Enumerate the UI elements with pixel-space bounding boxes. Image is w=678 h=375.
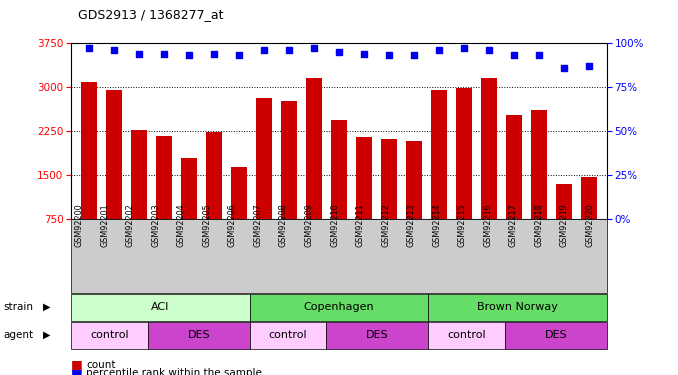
Point (508, 53, 519, 58)
Bar (156, 136, 172, 263)
Text: agent: agent (3, 330, 33, 340)
Text: GSM92209: GSM92209 (304, 203, 313, 247)
Text: GDS2913 / 1368277_at: GDS2913 / 1368277_at (78, 8, 224, 21)
Text: ACI: ACI (151, 302, 170, 312)
Point (384, 53, 395, 58)
Text: GSM92217: GSM92217 (508, 203, 517, 247)
Bar (205, 132, 222, 263)
Bar (481, 78, 497, 263)
Bar (281, 101, 297, 263)
Point (233, 53, 244, 58)
Text: count: count (86, 360, 116, 370)
Text: ■: ■ (71, 367, 83, 375)
Text: DES: DES (366, 330, 388, 340)
Text: ▶: ▶ (43, 302, 50, 312)
Text: GSM92201: GSM92201 (100, 203, 109, 247)
Bar (356, 136, 372, 263)
Point (208, 51, 219, 57)
Point (308, 45, 319, 51)
Bar (131, 130, 147, 263)
Bar (431, 90, 447, 263)
Text: control: control (268, 330, 307, 340)
Text: DES: DES (187, 330, 210, 340)
Bar (556, 183, 572, 263)
Text: control: control (90, 330, 129, 340)
Point (409, 53, 420, 58)
Text: ▶: ▶ (43, 330, 50, 340)
Point (83, 45, 94, 51)
Point (534, 53, 544, 58)
Point (258, 47, 269, 53)
Point (108, 47, 119, 53)
Text: GSM92204: GSM92204 (177, 203, 186, 247)
Point (483, 47, 494, 53)
Text: percentile rank within the sample: percentile rank within the sample (86, 368, 262, 375)
Text: GSM92213: GSM92213 (407, 203, 416, 247)
Point (559, 65, 570, 71)
Bar (456, 88, 473, 263)
Text: DES: DES (544, 330, 567, 340)
Bar (406, 141, 422, 263)
Text: GSM92208: GSM92208 (279, 203, 288, 247)
Point (184, 53, 195, 58)
Point (434, 47, 445, 53)
Point (134, 51, 144, 57)
Text: GSM92214: GSM92214 (432, 203, 441, 247)
Point (584, 63, 595, 69)
Text: GSM92220: GSM92220 (585, 203, 594, 247)
Text: GSM92211: GSM92211 (355, 203, 365, 247)
Text: GSM92205: GSM92205 (203, 203, 212, 247)
Bar (81, 82, 97, 263)
Bar (381, 139, 397, 263)
Text: GSM92215: GSM92215 (458, 203, 466, 247)
Bar (581, 177, 597, 263)
Text: GSM92202: GSM92202 (126, 203, 135, 247)
Point (334, 49, 344, 55)
Text: GSM92206: GSM92206 (228, 203, 237, 247)
Text: Brown Norway: Brown Norway (477, 302, 558, 312)
Text: GSM92203: GSM92203 (151, 203, 161, 247)
Text: ■: ■ (71, 358, 83, 371)
Text: GSM92216: GSM92216 (483, 203, 492, 247)
Text: GSM92207: GSM92207 (254, 203, 262, 247)
Text: control: control (447, 330, 486, 340)
Bar (256, 98, 272, 263)
Bar (531, 110, 547, 263)
Bar (106, 90, 122, 263)
Point (459, 45, 470, 51)
Text: Copenhagen: Copenhagen (304, 302, 374, 312)
Point (359, 51, 370, 57)
Bar (181, 158, 197, 263)
Text: strain: strain (3, 302, 33, 312)
Bar (231, 166, 247, 263)
Bar (331, 120, 347, 263)
Text: GSM92218: GSM92218 (534, 203, 543, 247)
Point (283, 47, 294, 53)
Text: GSM92212: GSM92212 (381, 203, 390, 247)
Text: GSM92200: GSM92200 (75, 203, 84, 247)
Point (159, 51, 170, 57)
Bar (506, 116, 522, 263)
Bar (306, 78, 322, 263)
Text: GSM92219: GSM92219 (559, 203, 569, 247)
Text: GSM92210: GSM92210 (330, 203, 339, 247)
